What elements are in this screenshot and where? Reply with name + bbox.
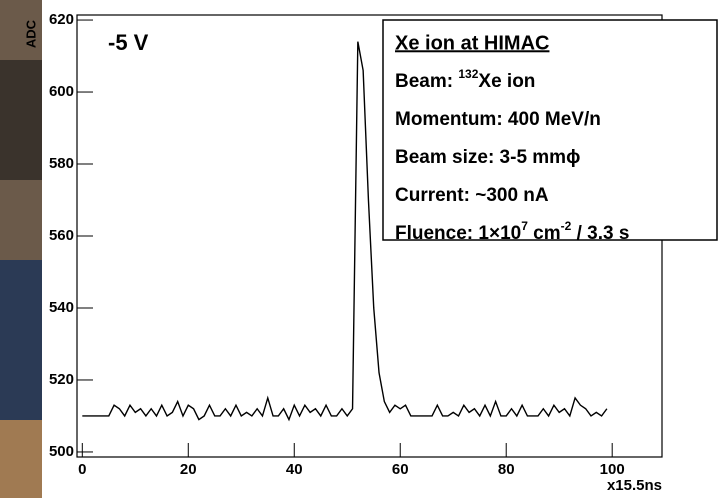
info-line: Beam: 132Xe ion bbox=[395, 67, 535, 92]
y-tick-label: 540 bbox=[49, 299, 74, 316]
info-line: Beam size: 3-5 mmϕ bbox=[395, 147, 580, 168]
y-axis-label: ADC bbox=[23, 19, 38, 48]
x-tick-label: 0 bbox=[78, 461, 86, 478]
waveform bbox=[82, 41, 608, 422]
y-tick-label: 560 bbox=[49, 227, 74, 244]
annotation: -5 V bbox=[108, 30, 149, 55]
superscript: 7 bbox=[521, 219, 528, 233]
info-line: Current: ~300 nA bbox=[395, 185, 549, 206]
y-tick-label: 600 bbox=[49, 83, 74, 100]
superscript: 132 bbox=[458, 67, 478, 81]
y-tick-label: 580 bbox=[49, 155, 74, 172]
info-line: Momentum: 400 MeV/n bbox=[395, 109, 601, 130]
x-tick-label: 80 bbox=[498, 461, 515, 478]
x-tick-label: 100 bbox=[600, 461, 625, 478]
info-text: Beam: bbox=[395, 71, 458, 92]
photo-strip bbox=[0, 60, 42, 180]
info-title: Xe ion at HIMAC bbox=[395, 32, 549, 54]
x-tick-label: 20 bbox=[180, 461, 197, 478]
info-text: Fluence: 1×10 bbox=[395, 223, 521, 244]
photo-strip bbox=[0, 260, 42, 420]
y-tick-label: 500 bbox=[49, 443, 74, 460]
x-axis-label: x15.5ns bbox=[607, 477, 662, 494]
info-text: Xe ion bbox=[478, 71, 535, 92]
info-text: Current: ~300 nA bbox=[395, 185, 549, 206]
y-tick-label: 520 bbox=[49, 371, 74, 388]
x-tick-label: 40 bbox=[286, 461, 303, 478]
superscript: -2 bbox=[561, 219, 572, 233]
info-box bbox=[382, 19, 718, 241]
info-text: Momentum: 400 MeV/n bbox=[395, 109, 601, 130]
x-tick-label: 60 bbox=[392, 461, 409, 478]
info-line: Fluence: 1×107 cm-2 / 3.3 s bbox=[395, 219, 629, 244]
info-text: Beam size: 3-5 mmϕ bbox=[395, 147, 580, 168]
info-text: / 3.3 s bbox=[571, 223, 629, 244]
photo-strip bbox=[0, 420, 42, 498]
y-tick-label: 620 bbox=[49, 11, 74, 28]
info-text: cm bbox=[528, 223, 561, 244]
